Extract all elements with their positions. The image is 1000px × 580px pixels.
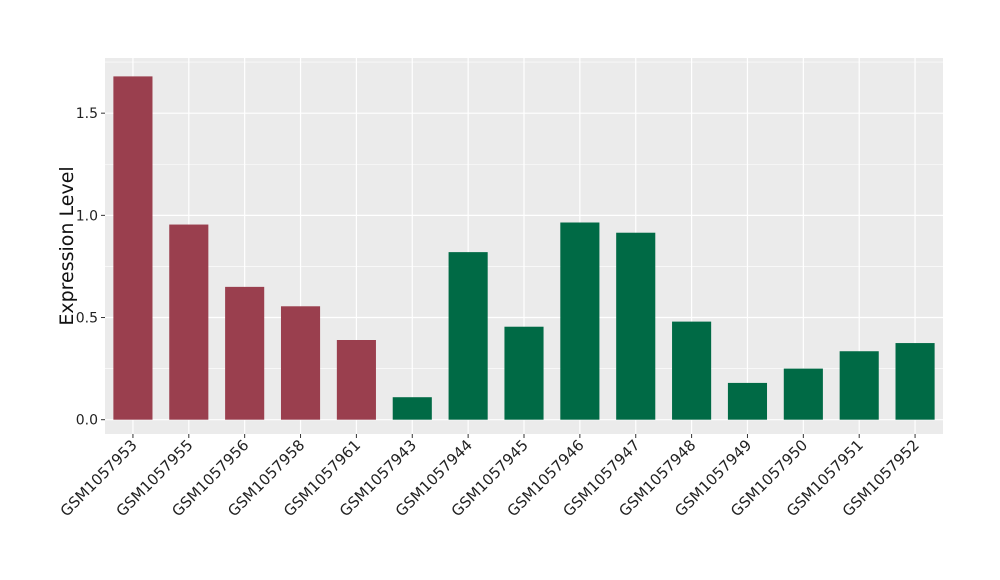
bar-GSM1057943 [392, 397, 432, 420]
y-axis-title: Expression Level [56, 166, 78, 325]
bar-GSM1057947 [616, 232, 656, 420]
bar-GSM1057946 [560, 222, 600, 420]
x-axis: GSM1057953GSM1057955GSM1057956GSM1057958… [57, 434, 923, 520]
y-tick-label: 1.5 [76, 106, 98, 122]
bar-GSM1057953 [113, 76, 153, 420]
bar-GSM1057958 [280, 306, 321, 420]
bars [113, 76, 935, 420]
y-tick-label: 1.0 [76, 208, 98, 224]
bar-GSM1057950 [783, 368, 823, 420]
y-axis: 0.0 0.5 1.0 1.5 [76, 106, 105, 429]
bar-GSM1057945 [504, 326, 544, 420]
bar-GSM1057949 [727, 382, 768, 420]
bar-GSM1057955 [169, 224, 209, 420]
y-tick-label: 0.0 [76, 413, 98, 429]
y-tick-label: 0.5 [76, 311, 98, 327]
bar-GSM1057952 [895, 343, 935, 420]
bar-GSM1057944 [448, 252, 488, 420]
bar-GSM1057956 [225, 286, 265, 420]
bar-GSM1057951 [839, 351, 879, 420]
bar-GSM1057961 [336, 340, 376, 420]
bar-GSM1057948 [672, 321, 712, 420]
